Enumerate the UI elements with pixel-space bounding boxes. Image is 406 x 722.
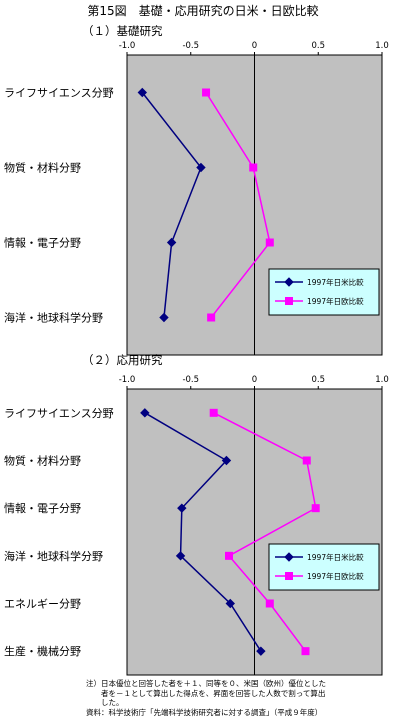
data-point — [159, 312, 169, 323]
chart1-title: （１）基礎研究 — [82, 24, 163, 38]
category-label: 生産・機械分野 — [4, 644, 81, 658]
data-point — [209, 408, 218, 417]
note-line: 者を－１として算出した得点を、昇面を回答した人数で割って算出 — [86, 688, 326, 698]
data-point — [311, 504, 320, 513]
category-label: 物質・材料分野 — [4, 161, 81, 175]
data-point — [166, 237, 177, 248]
note-line: 注）日本優位と回答した者を＋１、同等を０、米国（欧州）優位とした — [86, 679, 326, 688]
chart2-title: （２）応用研究 — [82, 353, 163, 367]
legend-marker — [285, 572, 293, 580]
x-tick-label: 0.5 — [311, 375, 325, 385]
category-label: 海洋・地球科学分野 — [4, 311, 103, 325]
x-tick-label: 0.5 — [311, 41, 325, 51]
series-line — [205, 92, 271, 318]
legend-marker — [285, 297, 293, 305]
basic-research-chart: -1.0 -0.5 0 0.5 1.0 ライフサイエンス分野物質・材料分野情報・電子分野海… — [4, 41, 389, 356]
category-label: 物質・材料分野 — [4, 454, 81, 468]
legend-label: 1997年日米比較 — [307, 277, 364, 287]
series-line — [141, 92, 202, 318]
data-point — [265, 238, 274, 247]
data-point — [202, 88, 211, 97]
category-label: ライフサイエンス分野 — [4, 407, 114, 420]
data-point — [249, 163, 258, 172]
category-label: ライフサイエンス分野 — [4, 87, 114, 100]
series-line — [213, 412, 317, 652]
x-tick-label: -1.0 — [119, 375, 136, 385]
legend-box — [268, 543, 380, 591]
x-tick-label: 0 — [252, 41, 257, 51]
category-label: 情報・電子分野 — [4, 502, 81, 515]
data-point — [256, 646, 266, 656]
data-point — [175, 551, 186, 561]
data-point — [225, 598, 235, 609]
legend-label: 1997年日米比較 — [307, 552, 364, 562]
legend-label: 1997年日欧比較 — [307, 296, 364, 306]
data-point — [225, 551, 233, 560]
data-point — [140, 408, 150, 418]
series-line — [144, 412, 262, 652]
applied-research-chart: -1.0 -0.5 0 0.5 1.0 ライフサイエンス分野物質・材料分野情報・電子分野海… — [4, 375, 389, 676]
legend-box — [268, 268, 380, 316]
x-tick-label: 0 — [252, 375, 257, 385]
category-label: エネルギー分野 — [4, 598, 81, 611]
data-point — [177, 503, 187, 513]
data-point — [137, 87, 148, 98]
x-tick-label: 1.0 — [375, 375, 389, 385]
notes: 注）日本優位と回答した者を＋１、同等を０、米国（欧州）優位とした 者を－１として… — [86, 679, 404, 717]
data-point — [265, 599, 274, 608]
x-tick-label: -1.0 — [119, 41, 136, 51]
data-point — [301, 647, 310, 656]
category-label: 海洋・地球科学分野 — [4, 549, 103, 563]
legend-marker — [284, 277, 294, 287]
x-tick-label: -0.5 — [182, 41, 199, 51]
note-line: した。 — [86, 698, 124, 707]
legend-marker — [284, 552, 294, 562]
figure-title: 第15図 基礎・応用研究の日米・日欧比較 — [87, 4, 319, 18]
data-point — [221, 455, 232, 466]
data-point — [207, 313, 216, 322]
source-line: 資料：科学技術庁「先端科学技術研究者に対する調査」（平成９年度） — [86, 707, 323, 717]
category-label: 情報・電子分野 — [4, 237, 81, 250]
legend-label: 1997年日欧比較 — [307, 571, 364, 581]
data-point — [302, 456, 311, 465]
data-point — [196, 162, 206, 173]
x-tick-label: 1.0 — [375, 41, 389, 51]
x-tick-label: -0.5 — [182, 375, 199, 385]
